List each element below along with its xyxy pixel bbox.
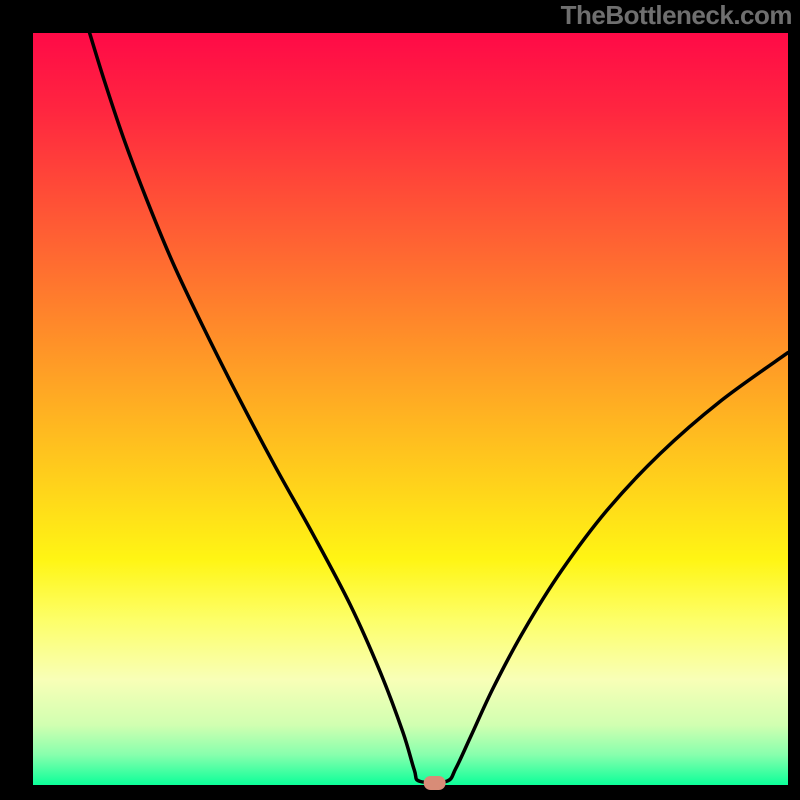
bottleneck-chart bbox=[0, 0, 800, 800]
watermark-text: TheBottleneck.com bbox=[561, 0, 792, 31]
chart-background bbox=[33, 33, 788, 785]
minimum-marker bbox=[424, 776, 446, 790]
